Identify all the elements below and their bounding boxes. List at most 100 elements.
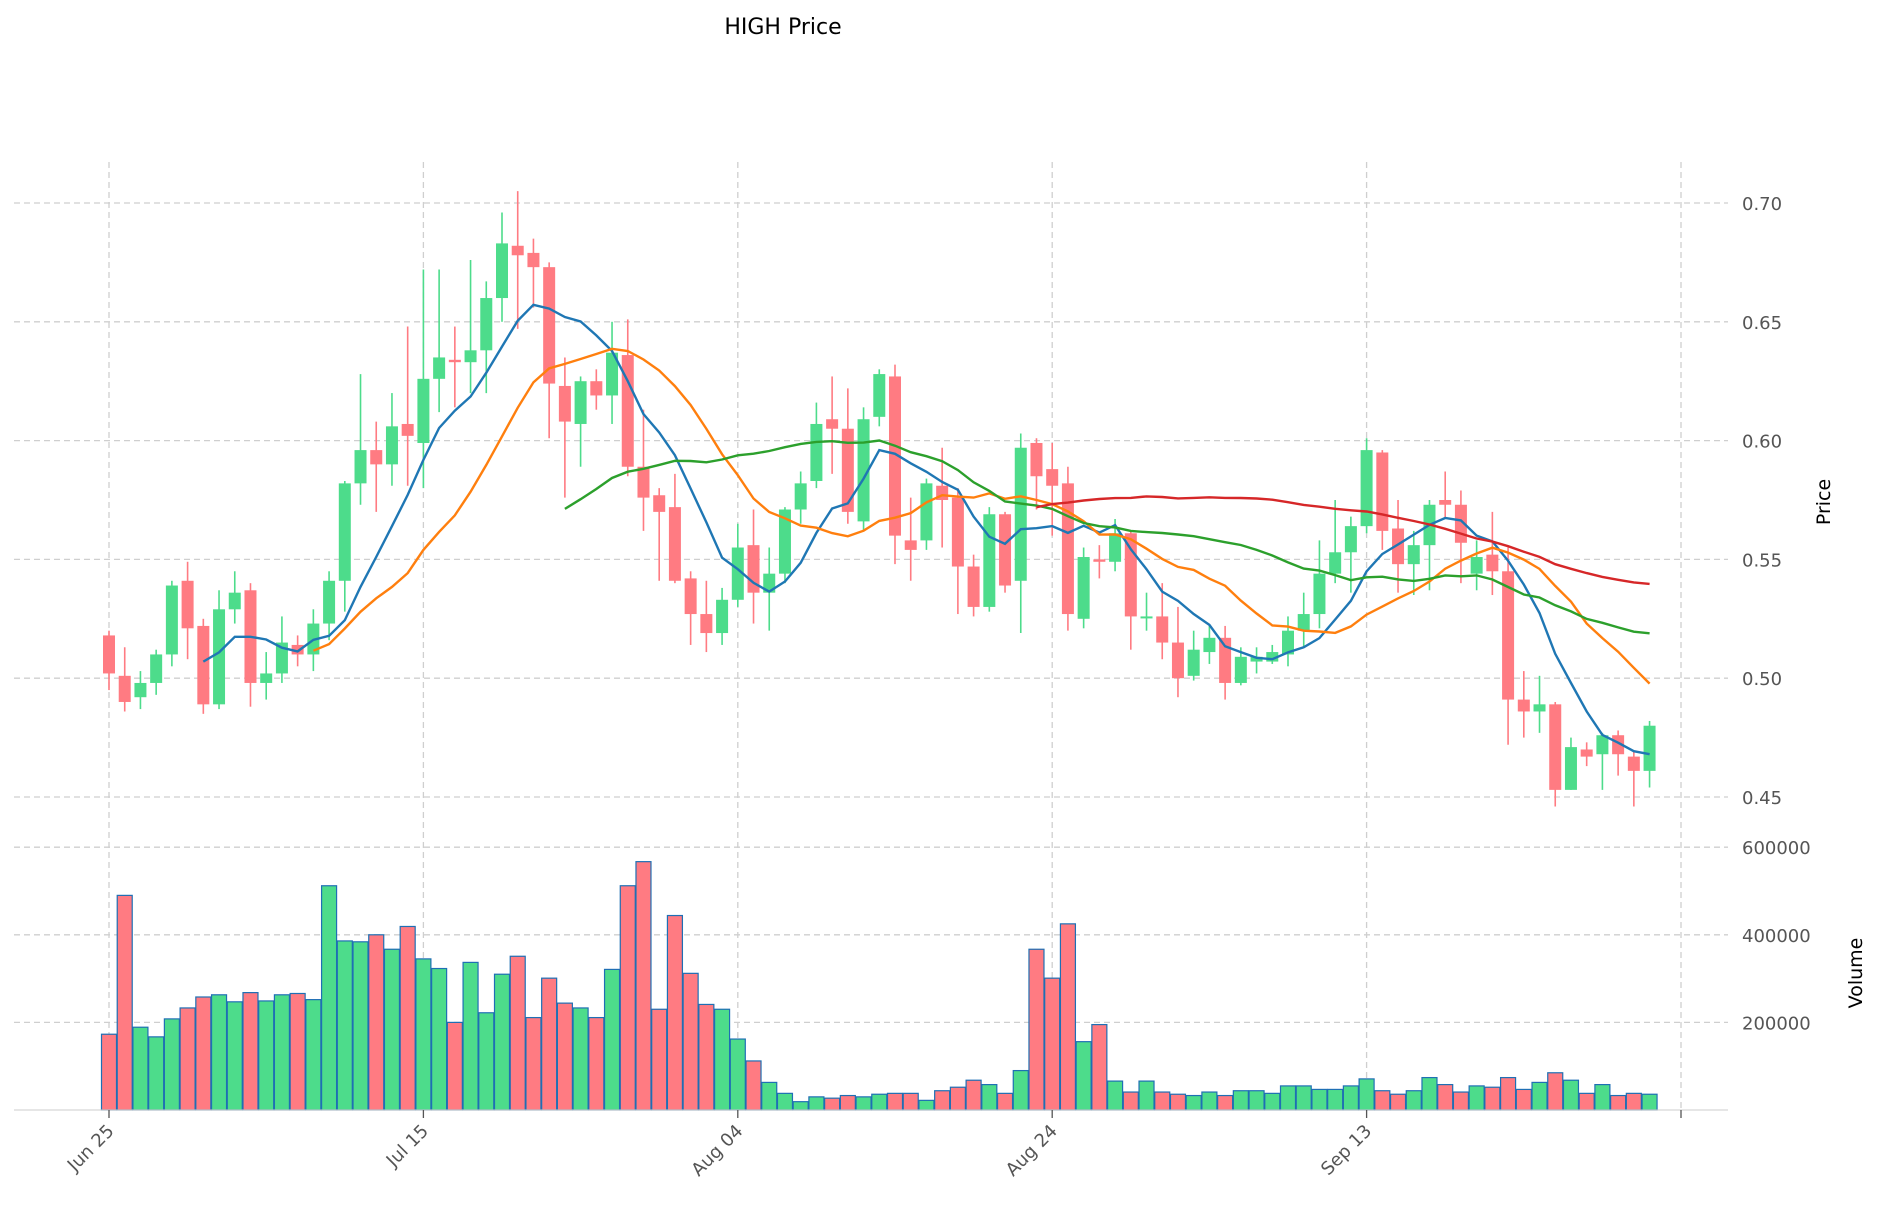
candle-down: [590, 381, 603, 396]
candle-down: [291, 644, 304, 655]
volume-bar: [1154, 1091, 1171, 1111]
volume-bar: [1468, 1085, 1485, 1111]
candle-down: [1627, 756, 1640, 771]
volume-bar: [761, 1081, 778, 1111]
volume-bar: [446, 1021, 463, 1111]
candle-down: [1156, 616, 1169, 643]
volume-bar: [132, 1026, 149, 1111]
y-tick-label: 0.50: [1742, 669, 1782, 690]
candle-down: [826, 419, 839, 429]
volume-bar: [1185, 1094, 1202, 1111]
volume-bar: [572, 1007, 589, 1111]
candle-up: [1329, 552, 1342, 574]
volume-bar: [996, 1092, 1014, 1111]
volume-bar: [1075, 1041, 1092, 1111]
y-tick-label: 0.65: [1742, 313, 1782, 334]
sma-30-line: [564, 439, 1650, 635]
volume-bar: [1625, 1092, 1642, 1111]
volume-bar: [1405, 1090, 1422, 1111]
volume-bar: [1217, 1094, 1234, 1111]
volume-bar: [1389, 1093, 1407, 1111]
candle-down: [668, 507, 681, 581]
volume-bar: [1421, 1076, 1438, 1111]
candle-up: [1470, 557, 1483, 574]
y-tick-label: 0.55: [1742, 550, 1782, 571]
candle-down: [103, 635, 115, 674]
candle-down: [1376, 452, 1389, 531]
candle-up: [1266, 652, 1279, 662]
sma-14-line: [312, 347, 1651, 685]
candle-down: [181, 580, 194, 629]
candle-up: [1360, 450, 1373, 527]
candle-up: [228, 592, 241, 610]
candle-up: [794, 483, 807, 510]
volume-bar: [273, 994, 291, 1111]
volume-bar: [258, 1000, 275, 1111]
candle-up: [1407, 545, 1420, 565]
candle-up: [1297, 614, 1310, 631]
candle-down: [543, 267, 556, 384]
volume-bar: [934, 1090, 951, 1111]
candle-up: [1234, 656, 1247, 683]
x-tick-label: Jul 15: [382, 1121, 433, 1172]
candle-down: [1486, 554, 1499, 572]
volume-bar: [776, 1092, 794, 1111]
candle-down: [1093, 559, 1106, 562]
volume-bar: [1091, 1023, 1108, 1111]
candle-up: [763, 573, 776, 593]
candle-down: [951, 497, 964, 567]
grid: [14, 162, 1728, 1110]
volume-bar: [1515, 1088, 1532, 1111]
x-tick-label: Aug 24: [1002, 1121, 1062, 1181]
volume-bar: [1484, 1086, 1501, 1111]
sma-7-line: [202, 303, 1650, 756]
volume-bar: [619, 885, 636, 1111]
volume-bar: [651, 1008, 668, 1111]
y-axis-label-price: Price: [1813, 479, 1835, 525]
candle-down: [511, 245, 524, 256]
y-axis-label-volume: Volume: [1845, 938, 1867, 1009]
volume-bar: [855, 1096, 872, 1111]
candle-up: [150, 654, 163, 683]
volume-bar: [226, 1001, 243, 1111]
candle-up: [323, 580, 336, 624]
y-tick-label: 0.70: [1742, 194, 1782, 215]
volume-bar: [682, 972, 699, 1111]
volume-bar: [808, 1096, 825, 1111]
candle-down: [527, 252, 540, 268]
volume-bar: [902, 1092, 919, 1111]
volume-bar: [352, 941, 369, 1111]
volume-bar: [556, 1002, 573, 1111]
x-tick-label: Jun 25: [63, 1121, 119, 1177]
volume-bar: [1531, 1081, 1548, 1111]
volume-bar: [210, 994, 228, 1111]
candle-down: [1392, 528, 1405, 565]
candle-up: [1344, 526, 1357, 553]
candle-down: [1580, 749, 1593, 757]
candle-up: [731, 547, 744, 600]
volume-bar: [1547, 1072, 1564, 1111]
candle-down: [653, 495, 666, 512]
candle-up: [480, 298, 493, 351]
volume-bar: [949, 1086, 966, 1111]
volume-bar: [792, 1101, 809, 1111]
volume-tick-label: 200000: [1742, 1013, 1811, 1034]
volume-bar: [1106, 1080, 1124, 1111]
volume-bar: [1122, 1091, 1139, 1111]
candle-down: [401, 423, 414, 436]
candle-down: [1517, 699, 1530, 712]
volume-bar: [541, 977, 558, 1111]
candle-down: [448, 359, 461, 363]
volume-bar: [1169, 1093, 1187, 1111]
candle-up: [338, 483, 351, 581]
x-tick-label: Aug 04: [687, 1121, 747, 1181]
volume-bar: [509, 955, 526, 1111]
candle-down: [684, 578, 697, 615]
volume-bar: [1044, 977, 1061, 1111]
y-tick-label: 0.60: [1742, 432, 1782, 453]
volume-bar: [305, 999, 322, 1111]
volume-bar: [462, 961, 479, 1111]
volume-bar: [100, 1033, 118, 1111]
volume-bar: [1138, 1080, 1155, 1111]
volume-bar: [1264, 1092, 1281, 1111]
